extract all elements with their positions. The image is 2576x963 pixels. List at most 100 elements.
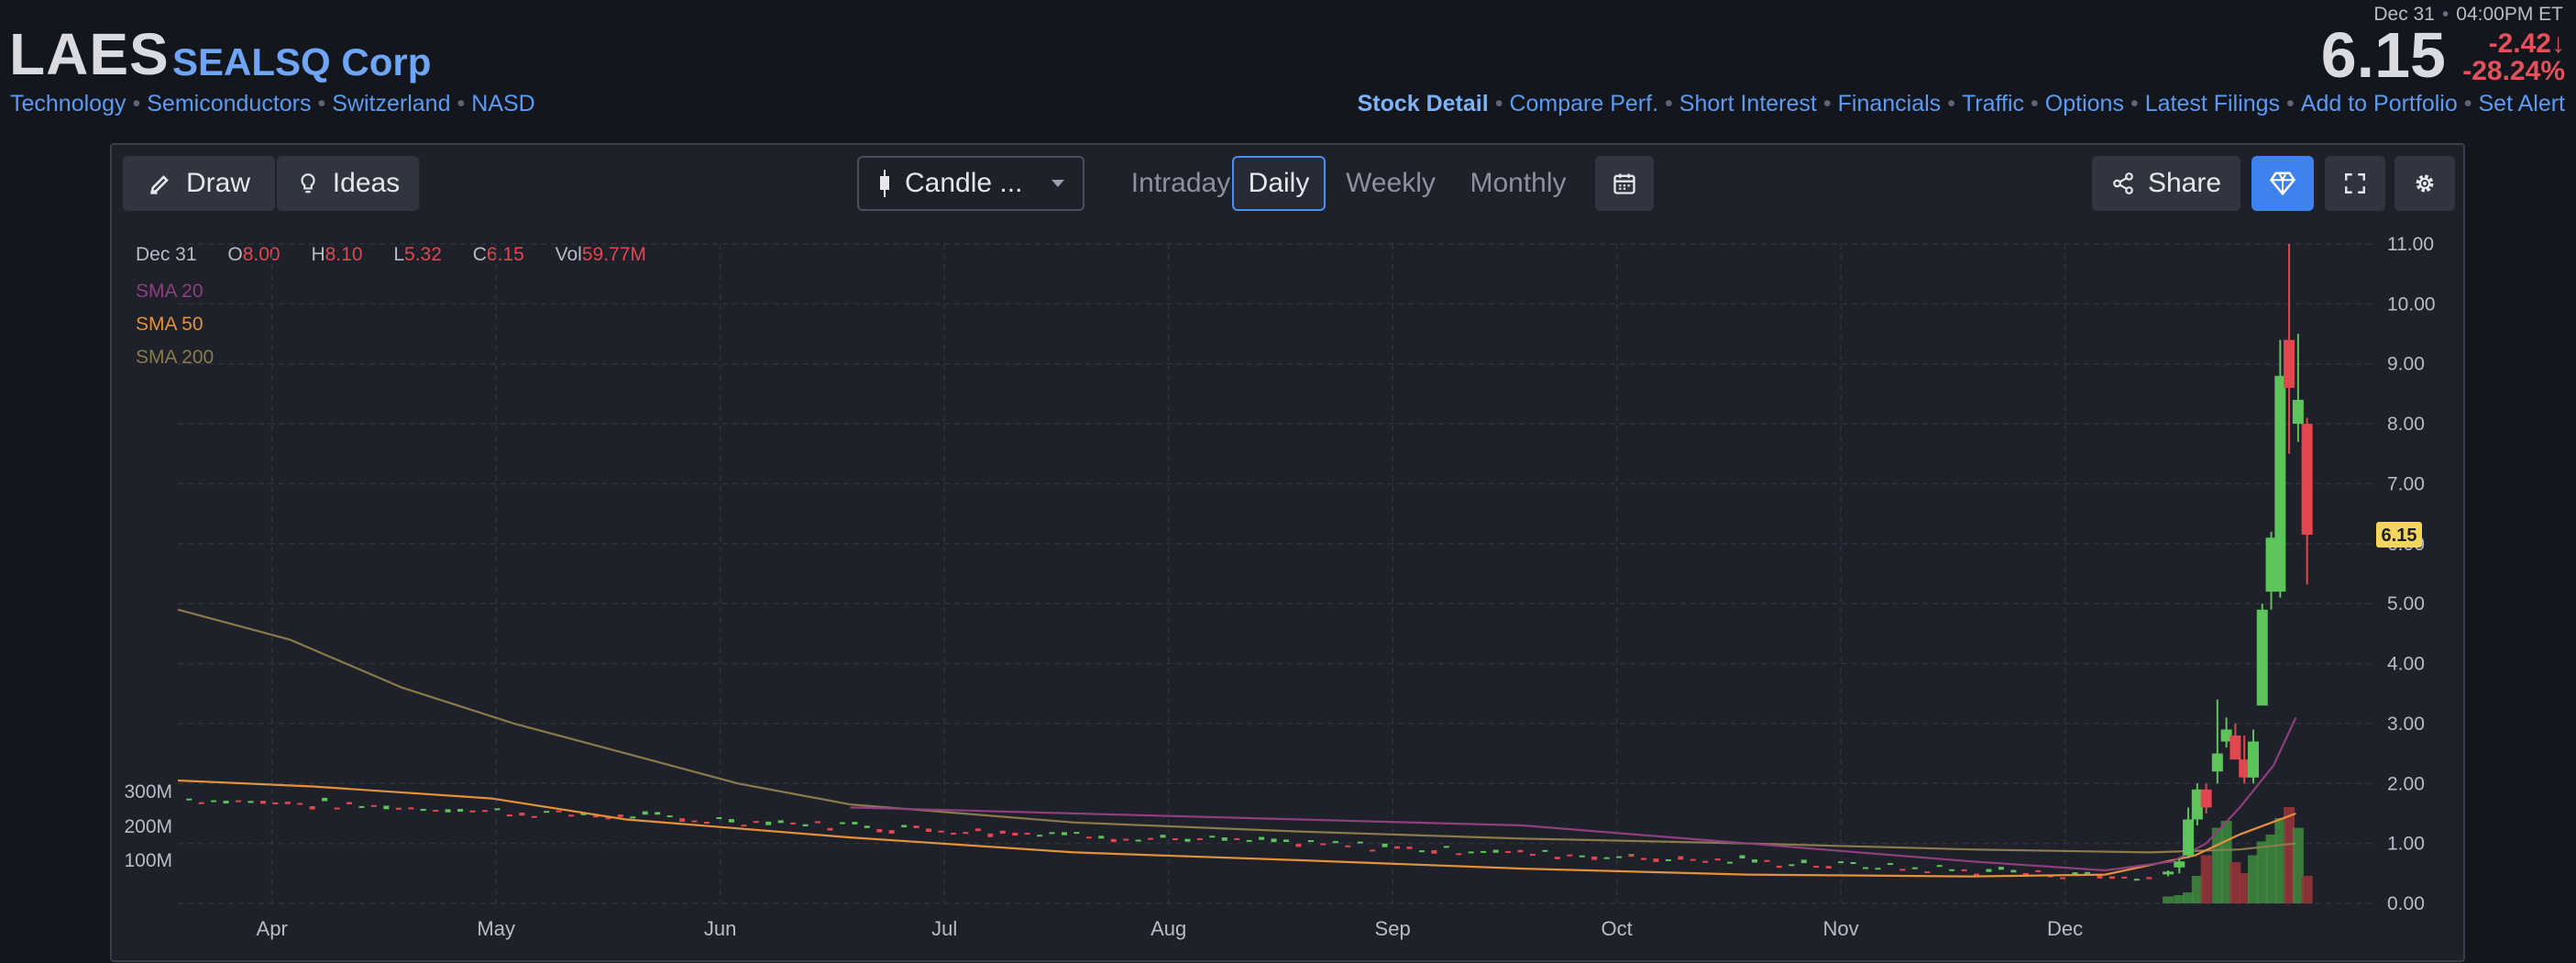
candle-small xyxy=(198,802,204,804)
candle-small xyxy=(1542,849,1548,852)
candle-small xyxy=(568,814,575,817)
share-button[interactable]: Share xyxy=(2092,156,2240,211)
settings-button[interactable] xyxy=(2394,156,2455,211)
timeframe-daily[interactable]: Daily xyxy=(1232,156,1326,211)
sma200-line xyxy=(177,608,2296,854)
candle-small xyxy=(753,821,759,824)
volume-bar xyxy=(2200,855,2212,903)
nav-traffic[interactable]: Traffic xyxy=(1961,91,2025,116)
open-label: O xyxy=(227,244,243,265)
chart-type-select[interactable]: Candle ... xyxy=(857,156,1084,211)
candle-small xyxy=(913,825,919,829)
elite-button[interactable] xyxy=(2251,156,2314,211)
y-tick-label: 0.00 xyxy=(2387,893,2425,914)
candle-small xyxy=(802,824,809,827)
candle-small xyxy=(1271,838,1277,843)
nav-stock-detail[interactable]: Stock Detail xyxy=(1357,91,1489,116)
candle-small xyxy=(395,807,402,810)
nav-latest-filings[interactable]: Latest Filings xyxy=(2144,91,2281,116)
nav-set-alert[interactable]: Set Alert xyxy=(2478,91,2566,116)
candle-body xyxy=(2284,339,2295,388)
last-price-label: 6.15 xyxy=(2382,526,2417,546)
separator: • xyxy=(2286,91,2295,116)
draw-label: Draw xyxy=(185,168,250,198)
candlestick-icon xyxy=(877,168,892,199)
candle-small xyxy=(777,820,784,824)
candle-small xyxy=(1998,867,2004,870)
candle-small xyxy=(987,833,994,837)
candle-small xyxy=(815,821,821,824)
legend-sma200[interactable]: SMA 200 xyxy=(136,347,215,368)
quote-date: Dec 31 xyxy=(2373,4,2435,25)
candle-small xyxy=(1221,837,1227,841)
candle-small xyxy=(1764,859,1770,862)
separator: • xyxy=(457,91,466,116)
candle-body xyxy=(2265,537,2277,592)
company-name[interactable]: SEALSQ Corp xyxy=(172,40,432,83)
candle-small xyxy=(1616,856,1623,858)
ideas-button[interactable]: Ideas xyxy=(277,156,419,211)
candle-small xyxy=(1246,839,1252,842)
candle-small xyxy=(2133,879,2140,881)
candle-small xyxy=(1702,860,1709,863)
caret-down-icon xyxy=(1050,178,1066,189)
quote-timestamp: Dec 31 • 04:00PM ET xyxy=(2373,4,2563,25)
candle-small xyxy=(1024,832,1030,835)
volume-bar xyxy=(2265,835,2277,903)
candle-small xyxy=(370,804,377,807)
category-link-country[interactable]: Switzerland xyxy=(332,91,451,116)
candle-small xyxy=(481,810,488,813)
candle-small xyxy=(765,821,772,825)
legend-sma20[interactable]: SMA 20 xyxy=(136,281,204,302)
nav-add-to-portfolio[interactable]: Add to Portfolio xyxy=(2300,91,2458,116)
ohlc-readout: Dec 31 O8.00 H8.10 L5.32 C6.15 Vol59.77M xyxy=(136,244,646,266)
candle-small xyxy=(284,802,291,804)
candle-small xyxy=(790,822,797,825)
candle-small xyxy=(531,815,537,818)
candle-small xyxy=(1949,869,1955,871)
candle-small xyxy=(1037,835,1043,837)
category-link-sector[interactable]: Technology xyxy=(10,91,127,116)
candle-small xyxy=(248,801,254,803)
nav-financials[interactable]: Financials xyxy=(1837,91,1942,116)
date-range-button[interactable] xyxy=(1595,156,1654,211)
nav-compare-perf[interactable]: Compare Perf. xyxy=(1509,91,1659,116)
timeframe-weekly[interactable]: Weekly xyxy=(1346,168,1436,198)
candle-small xyxy=(1492,849,1499,853)
y-tick-label: 11.00 xyxy=(2387,234,2434,255)
timeframe-monthly[interactable]: Monthly xyxy=(1470,168,1567,198)
candle-small xyxy=(1628,854,1635,858)
candle-small xyxy=(716,816,722,819)
candle-small xyxy=(1863,867,1869,869)
candle-small xyxy=(1209,836,1216,838)
x-tick-label: Aug xyxy=(1150,917,1186,940)
candle-body xyxy=(2163,871,2174,875)
nav-short-interest[interactable]: Short Interest xyxy=(1679,91,1817,116)
candle-small xyxy=(1332,841,1338,844)
x-tick-label: Nov xyxy=(1823,917,1859,940)
candle-body xyxy=(2256,609,2268,706)
last-price-tag xyxy=(2376,522,2422,548)
price-chart[interactable]: 0.00 1.00 2.00 3.00 4.00 5.00 6.00 7.00 8.00 9.00… xyxy=(112,145,2463,960)
candle-small xyxy=(1554,857,1560,859)
draw-button[interactable]: Draw xyxy=(123,156,275,211)
candle-small xyxy=(1148,837,1154,840)
timeframe-intraday[interactable]: Intraday xyxy=(1130,168,1231,198)
candle-small xyxy=(1382,843,1388,847)
candle-body xyxy=(2292,399,2304,425)
category-link-industry[interactable]: Semiconductors xyxy=(147,91,312,116)
candle-small xyxy=(309,806,315,810)
volume-label: Vol xyxy=(555,244,582,265)
category-link-exchange[interactable]: NASD xyxy=(471,91,535,116)
pencil-icon xyxy=(148,171,173,196)
y-tick-label: 6.00 xyxy=(2387,534,2425,555)
price-change-percent-value: -28.24 xyxy=(2462,56,2541,86)
quote-price: 6.15 xyxy=(2320,19,2446,91)
candle-small xyxy=(728,819,734,823)
legend-sma50[interactable]: SMA 50 xyxy=(136,314,204,335)
nav-options[interactable]: Options xyxy=(2044,91,2124,116)
fullscreen-button[interactable] xyxy=(2325,156,2385,211)
candle-small xyxy=(2047,875,2053,878)
candle-small xyxy=(655,812,661,815)
candle-small xyxy=(347,802,353,804)
